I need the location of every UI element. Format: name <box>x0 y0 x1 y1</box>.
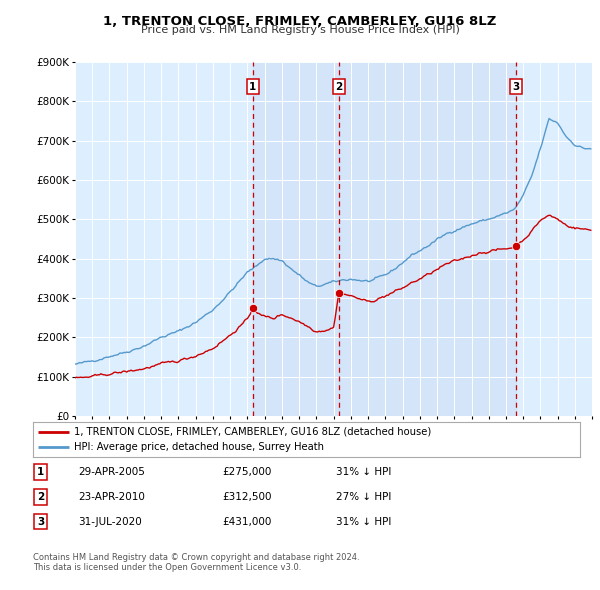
Text: 1: 1 <box>37 467 44 477</box>
Text: HPI: Average price, detached house, Surrey Heath: HPI: Average price, detached house, Surr… <box>74 442 324 453</box>
Text: Price paid vs. HM Land Registry's House Price Index (HPI): Price paid vs. HM Land Registry's House … <box>140 25 460 35</box>
Text: 3: 3 <box>512 82 520 91</box>
Text: 31% ↓ HPI: 31% ↓ HPI <box>336 467 391 477</box>
Text: 27% ↓ HPI: 27% ↓ HPI <box>336 492 391 502</box>
Text: 3: 3 <box>37 517 44 526</box>
Text: £275,000: £275,000 <box>222 467 271 477</box>
Text: 1: 1 <box>249 82 257 91</box>
Text: 2: 2 <box>37 492 44 502</box>
Bar <box>253 62 339 416</box>
Text: 31% ↓ HPI: 31% ↓ HPI <box>336 517 391 526</box>
Text: 31-JUL-2020: 31-JUL-2020 <box>78 517 142 526</box>
Text: 29-APR-2005: 29-APR-2005 <box>78 467 145 477</box>
Text: 2: 2 <box>335 82 343 91</box>
Text: Contains HM Land Registry data © Crown copyright and database right 2024.: Contains HM Land Registry data © Crown c… <box>33 553 359 562</box>
Text: £312,500: £312,500 <box>222 492 271 502</box>
Text: £431,000: £431,000 <box>222 517 271 526</box>
Text: 1, TRENTON CLOSE, FRIMLEY, CAMBERLEY, GU16 8LZ (detached house): 1, TRENTON CLOSE, FRIMLEY, CAMBERLEY, GU… <box>74 427 431 437</box>
Text: 1, TRENTON CLOSE, FRIMLEY, CAMBERLEY, GU16 8LZ: 1, TRENTON CLOSE, FRIMLEY, CAMBERLEY, GU… <box>103 15 497 28</box>
Bar <box>339 62 516 416</box>
Text: 23-APR-2010: 23-APR-2010 <box>78 492 145 502</box>
Text: This data is licensed under the Open Government Licence v3.0.: This data is licensed under the Open Gov… <box>33 563 301 572</box>
